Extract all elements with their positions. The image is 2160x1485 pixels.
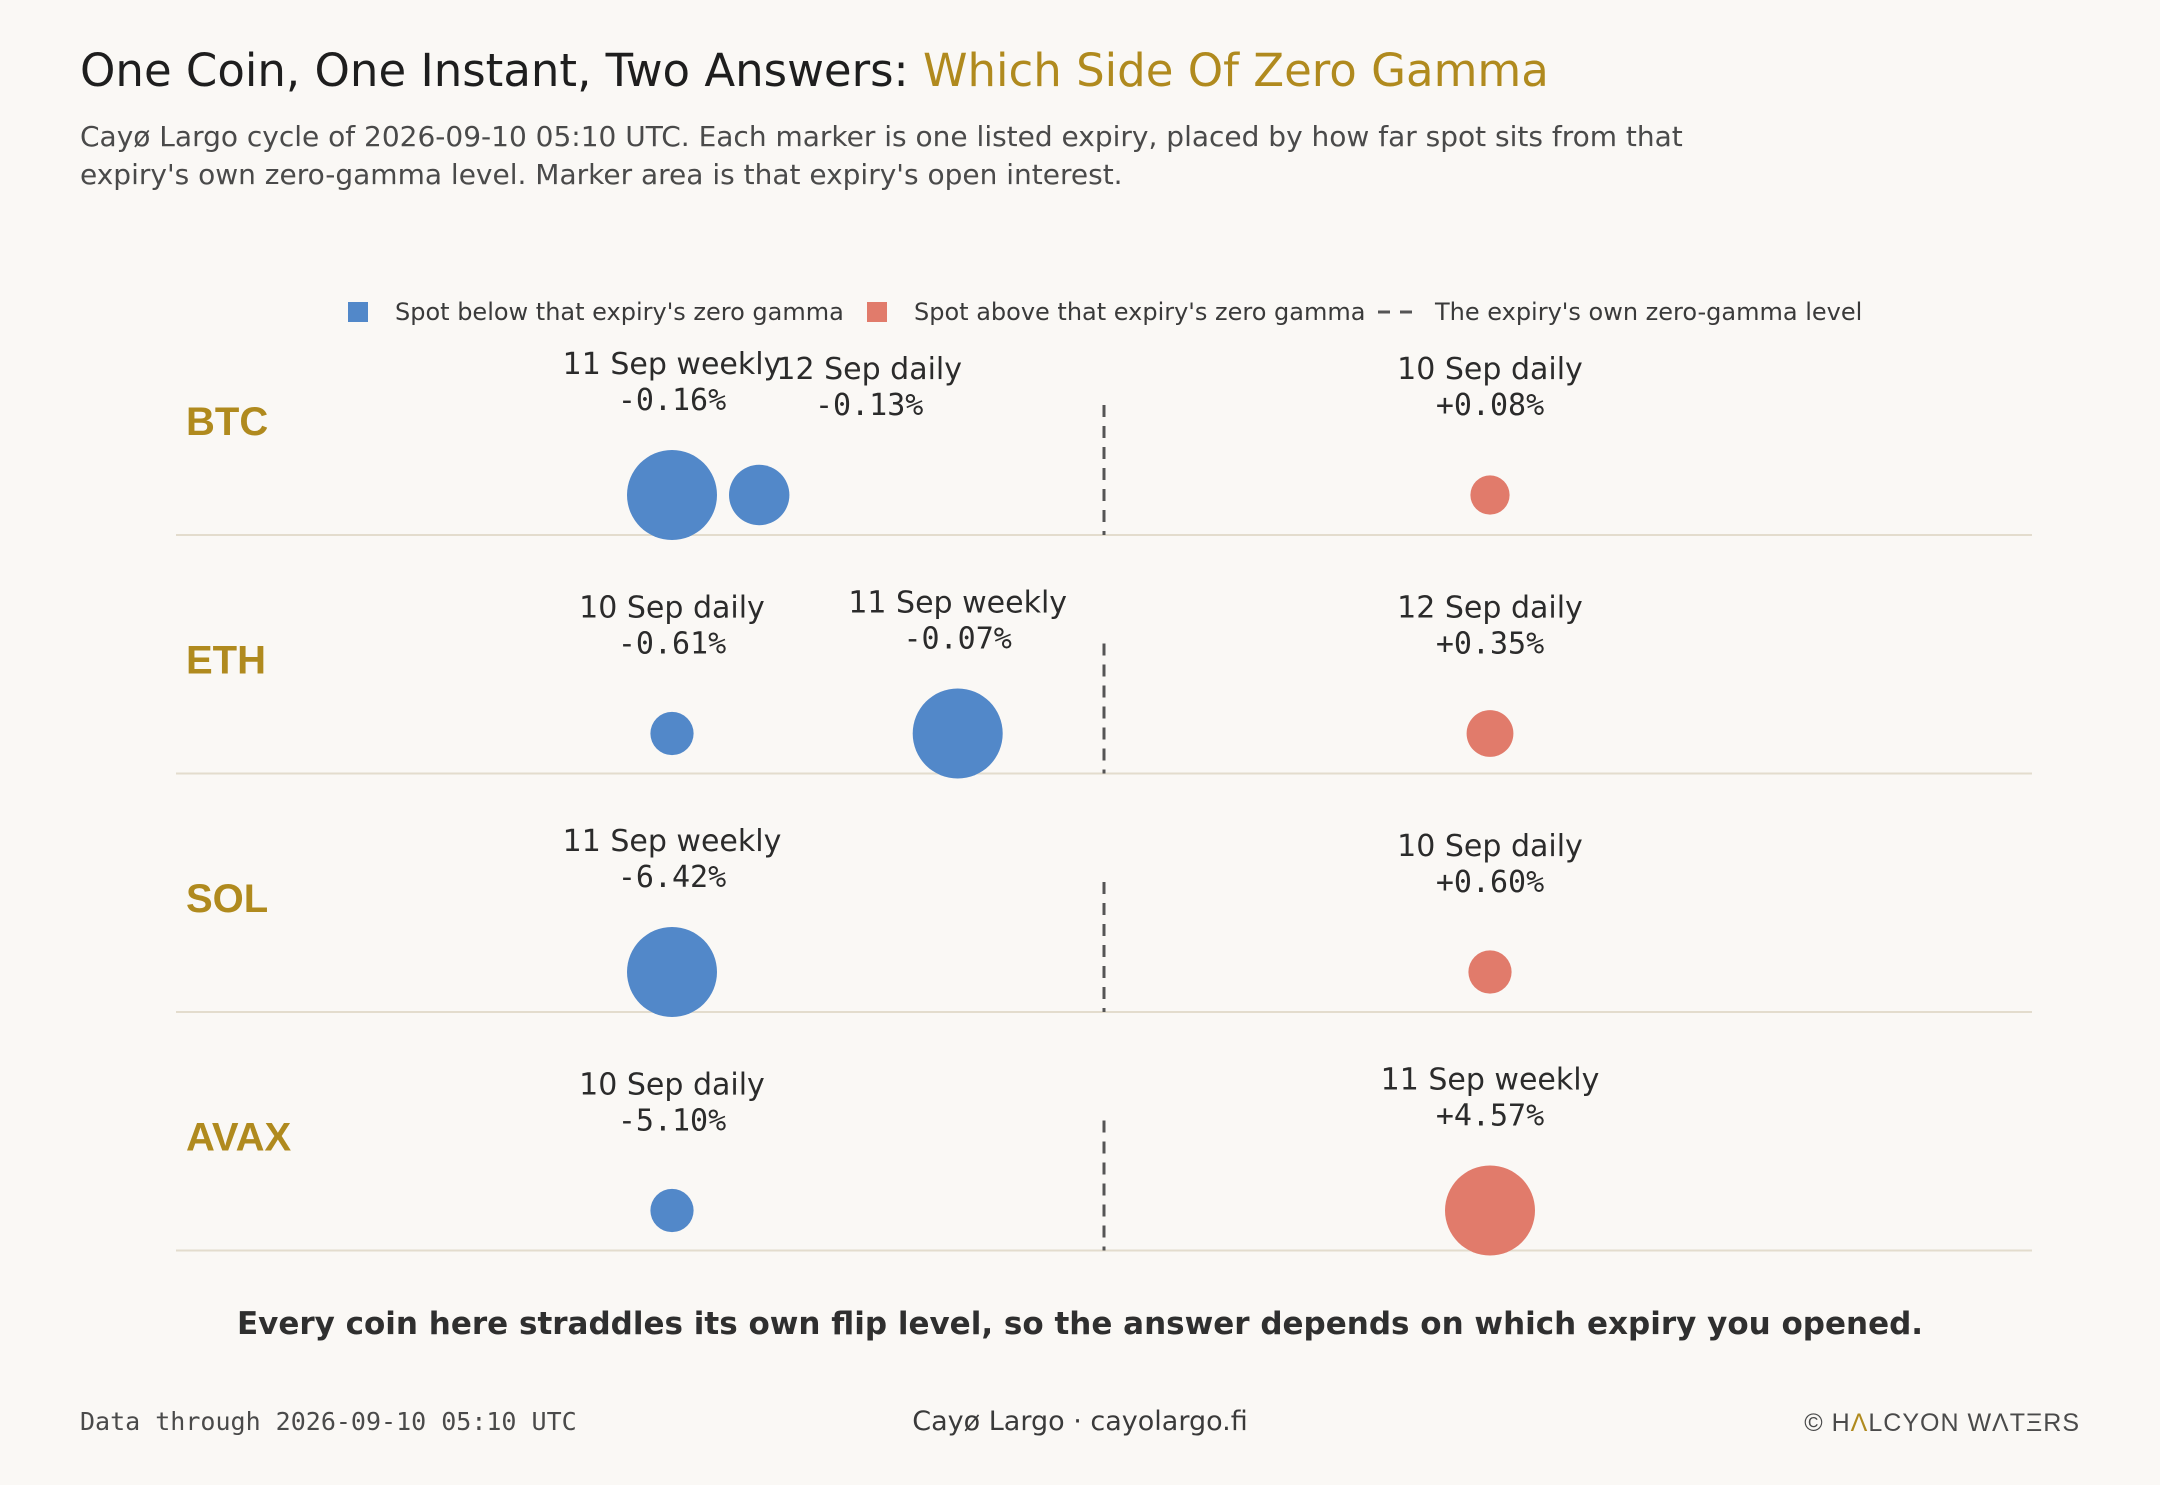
footer-brand: © HΛLCYON WΛTΞRS: [1804, 1409, 2080, 1438]
expiry-value-label: +4.57%: [1436, 1099, 1544, 1134]
expiry-label: 10 Sep daily: [579, 1068, 765, 1103]
expiry-value-label: +0.08%: [1436, 388, 1544, 423]
title-main: One Coin, One Instant, Two Answers:: [80, 44, 924, 97]
coin-label: BTC: [186, 400, 268, 444]
chart-title: One Coin, One Instant, Two Answers: Whic…: [80, 44, 1549, 97]
expiry-marker: [650, 711, 694, 756]
coin-label: AVAX: [186, 1116, 292, 1160]
row-sol: SOL 11 Sep weekly-6.42% 10 Sep daily+0.60%: [176, 824, 2032, 1017]
expiry-label: 12 Sep daily: [776, 352, 962, 387]
legend-below-swatch: [348, 302, 368, 322]
expiry-marker: [650, 1188, 694, 1233]
expiry-marker: [1468, 950, 1512, 994]
expiry-label: 11 Sep weekly: [848, 586, 1067, 621]
legend-above-swatch: [867, 302, 887, 322]
expiry-label: 12 Sep daily: [1397, 591, 1583, 626]
legend: Spot below that expiry's zero gamma Spot…: [348, 298, 1862, 326]
expiry-value-label: -0.13%: [815, 388, 923, 423]
expiry-marker: [1445, 1165, 1535, 1256]
takeaway: Every coin here straddles its own flip l…: [236, 1306, 1924, 1342]
brand-logo: HΛLCYON WΛTΞRS: [1831, 1409, 2080, 1437]
expiry-value-label: -5.10%: [618, 1104, 726, 1139]
row-avax: AVAX 10 Sep daily-5.10% 11 Sep weekly+4.57…: [176, 1063, 2032, 1256]
expiry-value-label: +0.60%: [1436, 865, 1544, 900]
expiry-marker: [912, 688, 1003, 779]
row-btc: BTC 11 Sep weekly-0.16% 12 Sep daily-0.13%…: [176, 347, 2032, 540]
expiry-value-label: -0.16%: [618, 383, 726, 418]
expiry-label: 10 Sep daily: [1397, 352, 1583, 387]
footer-data-through: Data through 2026-09-10 05:10 UTC: [80, 1407, 577, 1436]
expiry-marker: [627, 927, 717, 1017]
expiry-value-label: +0.35%: [1436, 627, 1544, 662]
expiry-label: 11 Sep weekly: [563, 347, 782, 382]
expiry-value-label: -0.61%: [618, 627, 726, 662]
coin-label: ETH: [186, 639, 266, 683]
legend-zero-label: The expiry's own zero-gamma level: [1434, 298, 1862, 326]
expiry-label: 10 Sep daily: [1397, 829, 1583, 864]
expiry-value-label: -6.42%: [618, 860, 726, 895]
row-eth: ETH 10 Sep daily-0.61% 11 Sep weekly-0.07%…: [176, 586, 2032, 779]
expiry-marker: [627, 450, 717, 540]
coin-label: SOL: [186, 877, 268, 921]
copyright-symbol: ©: [1804, 1409, 1824, 1437]
title-accent: Which Side Of Zero Gamma: [923, 44, 1549, 97]
expiry-label: 10 Sep daily: [579, 591, 765, 626]
footer-source: Cayø Largo · cayolargo.fi: [912, 1406, 1248, 1437]
zero-gamma-chart: Spot below that expiry's zero gamma Spot…: [176, 298, 2032, 1256]
expiry-marker: [1466, 710, 1514, 757]
expiry-label: 11 Sep weekly: [563, 824, 782, 859]
expiry-marker: [729, 464, 790, 526]
expiry-value-label: -0.07%: [904, 622, 1012, 657]
legend-below-label: Spot below that expiry's zero gamma: [395, 298, 844, 326]
chart-subtitle: Cayø Largo cycle of 2026-09-10 05:10 UTC…: [80, 120, 1683, 191]
legend-above-label: Spot above that expiry's zero gamma: [914, 298, 1365, 326]
expiry-label: 11 Sep weekly: [1381, 1063, 1600, 1098]
expiry-marker: [1470, 475, 1510, 515]
